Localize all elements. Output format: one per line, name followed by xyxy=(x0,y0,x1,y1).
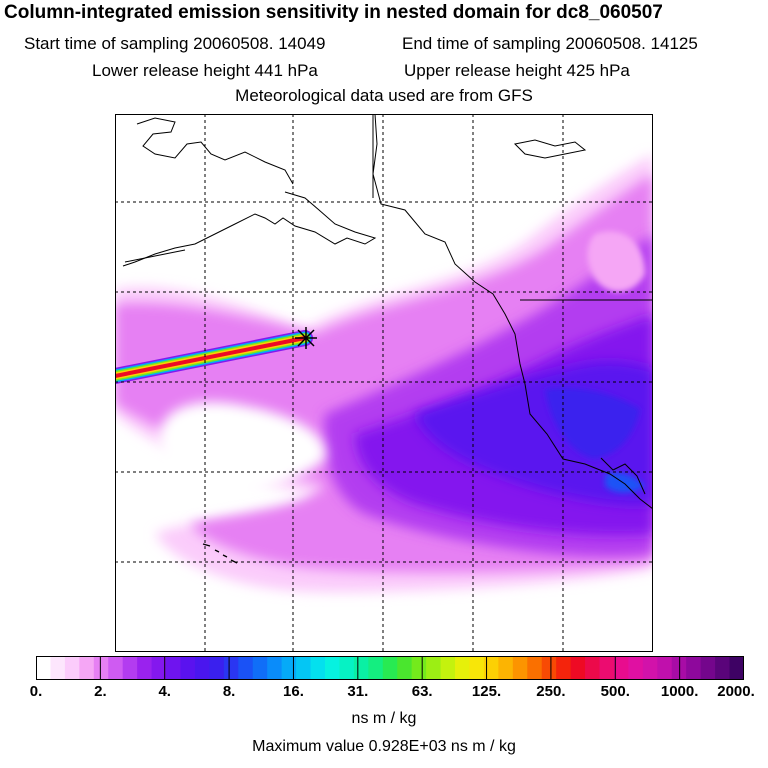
colorbar-cell xyxy=(108,656,124,680)
colorbar-cell xyxy=(310,656,326,680)
colorbar-cell xyxy=(527,656,543,680)
colorbar-cell xyxy=(397,656,413,680)
colorbar-tick-label: 125. xyxy=(471,683,502,700)
colorbar-cell xyxy=(353,656,369,680)
colorbar-tick-label: 250. xyxy=(536,683,566,700)
colorbar-tick-label: 8. xyxy=(222,683,236,700)
colorbar-cell xyxy=(36,656,52,680)
colorbar-cell xyxy=(469,656,485,680)
colorbar-cell xyxy=(223,656,239,680)
maximum-value-label: Maximum value 0.928E+03 ns m / kg xyxy=(252,738,516,755)
colorbar-cell xyxy=(556,656,572,680)
colorbar-dividers xyxy=(99,656,681,680)
map-frame xyxy=(115,114,653,652)
colorbar-tick-label: 500. xyxy=(600,683,630,700)
lower-release-label: Lower release height 441 hPa xyxy=(92,61,318,80)
alaska-coast-line xyxy=(136,117,294,185)
colorbar-cell xyxy=(209,656,225,680)
colorbar-cell xyxy=(440,656,456,680)
colorbar-cell xyxy=(455,656,471,680)
colorbar-frame xyxy=(36,656,744,680)
colorbar-cell xyxy=(180,656,196,680)
receptor-star-icon xyxy=(295,327,317,349)
upper-release-label: Upper release height 425 hPa xyxy=(404,61,630,80)
receptor-track xyxy=(115,330,313,384)
end-time-label: End time of sampling 20060508. 14125 xyxy=(402,34,698,53)
hawaii-islands-line xyxy=(202,543,238,564)
plot-title: Column-integrated emission sensitivity i… xyxy=(4,2,663,23)
west-coast-line xyxy=(372,114,653,510)
plume-core-deepblue xyxy=(545,387,640,459)
colorbar-cell xyxy=(368,656,384,680)
aleutian-line xyxy=(124,249,186,263)
colorbar-tick-label: 2. xyxy=(94,683,107,700)
colorbar-cell xyxy=(483,656,499,680)
coastlines xyxy=(122,114,653,564)
colorbar-cell xyxy=(628,656,644,680)
colorbar-cell xyxy=(700,656,716,680)
colorbar-cell xyxy=(64,656,80,680)
colorbar-tick-label: 4. xyxy=(158,683,171,700)
colorbar-tick-label: 2000. xyxy=(717,683,755,700)
colorbar-cell xyxy=(50,656,66,680)
clear-region-west xyxy=(159,402,326,509)
colorbar-cell xyxy=(79,656,95,680)
colorbar-cell xyxy=(729,656,744,680)
colorbar-cell xyxy=(166,656,182,680)
colorbar-cell xyxy=(585,656,601,680)
start-time-label: Start time of sampling 20060508. 14049 xyxy=(24,34,326,53)
colorbar-cell xyxy=(411,656,427,680)
colorbar-cell xyxy=(151,656,167,680)
colorbar-cell xyxy=(382,656,398,680)
colorbar-cell xyxy=(613,656,630,680)
track-band-red xyxy=(115,336,307,378)
met-data-label: Meteorological data used are from GFS xyxy=(235,86,533,105)
colorbar-cell xyxy=(657,656,673,680)
colorbar-cell xyxy=(498,656,514,680)
colorbar-cell xyxy=(570,656,586,680)
colorbar-cell xyxy=(642,656,658,680)
colorbar-cell xyxy=(426,656,442,680)
colorbar-cell xyxy=(512,656,528,680)
alaska-peninsula-line xyxy=(122,191,377,267)
colorbar-cell xyxy=(194,656,210,680)
colorbar-tick-label: 16. xyxy=(283,683,304,700)
colorbar-tick-label: 63. xyxy=(411,683,433,700)
sensitivity-field xyxy=(115,154,653,593)
colorbar-cells xyxy=(36,656,744,680)
colorbar-cell xyxy=(339,656,355,680)
colorbar-cell xyxy=(541,656,557,680)
colorbar-cell xyxy=(296,656,312,680)
northern-islands-line xyxy=(513,139,587,159)
colorbar-tick-label: 0. xyxy=(29,683,43,700)
colorbar-cell xyxy=(93,656,109,680)
colorbar-cell xyxy=(715,656,731,680)
colorbar-tick-label: 31. xyxy=(347,683,369,700)
colorbar-units: ns m / kg xyxy=(351,710,417,727)
colorbar-cell xyxy=(252,656,268,680)
lighter-pocket-north xyxy=(587,231,645,292)
colorbar-cell xyxy=(137,656,153,680)
colorbar-cell xyxy=(281,656,297,680)
colorbar-cell xyxy=(324,656,341,680)
colorbar xyxy=(36,656,744,680)
gulf-california-line xyxy=(600,457,646,495)
colorbar-cell xyxy=(599,656,615,680)
colorbar-cell xyxy=(122,656,138,680)
colorbar-cell xyxy=(267,656,283,680)
colorbar-cell xyxy=(686,656,702,680)
colorbar-cell xyxy=(238,656,254,680)
colorbar-tick-label: 1000. xyxy=(660,683,699,700)
sensitivity-map xyxy=(115,114,653,652)
